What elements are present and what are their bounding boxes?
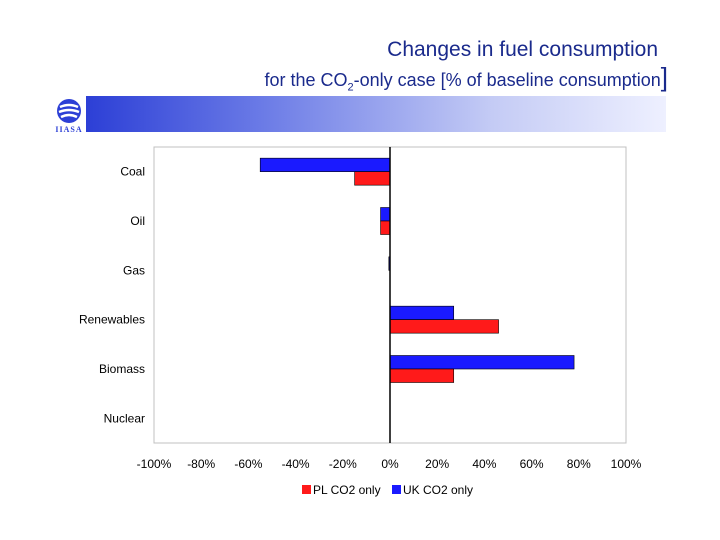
x-tick-label: -40% [282, 457, 310, 471]
category-label: Biomass [99, 362, 145, 376]
bar-coal-uk [259, 157, 391, 172]
x-tick-label: 40% [472, 457, 496, 471]
x-tick-label: -60% [234, 457, 262, 471]
x-tick-label: 20% [425, 457, 449, 471]
chart-subtitle: for the CO2-only case [% of baseline con… [264, 64, 668, 94]
bar-oil-uk [380, 207, 391, 222]
legend-label: PL CO2 only [313, 483, 381, 497]
category-label: Renewables [79, 313, 145, 327]
bar-renewables-pl [389, 319, 499, 334]
x-tick-label: -100% [137, 457, 172, 471]
legend-label: UK CO2 only [403, 483, 473, 497]
x-tick-label: 60% [520, 457, 544, 471]
subtitle-post: -only case [% of baseline consumption [353, 70, 661, 90]
x-tick-label: -80% [187, 457, 215, 471]
iiasa-logo-icon: IIASA [55, 99, 82, 134]
bar-coal-pl [354, 171, 391, 186]
bar-renewables-uk [389, 305, 455, 320]
subtitle-pre: for the CO [264, 70, 348, 90]
subtitle-bracket: ] [660, 62, 668, 92]
legend-swatch [392, 485, 401, 494]
category-label: Gas [123, 263, 145, 277]
subtitle-subscript: 2 [347, 81, 354, 94]
bar-biomass-pl [389, 368, 455, 383]
bar-biomass-uk [389, 355, 575, 370]
x-tick-label: 100% [611, 457, 642, 471]
x-tick-label: 0% [381, 457, 399, 471]
category-label: Nuclear [104, 411, 145, 425]
category-label: Coal [120, 165, 145, 179]
legend-swatch [302, 485, 311, 494]
chart-title: Changes in fuel consumption [387, 38, 658, 61]
logo-text: IIASA [55, 125, 82, 134]
x-tick-label: -20% [329, 457, 357, 471]
category-label: Oil [130, 214, 145, 228]
x-tick-label: 80% [567, 457, 591, 471]
bar-oil-pl [380, 220, 391, 235]
header-banner [86, 96, 666, 132]
